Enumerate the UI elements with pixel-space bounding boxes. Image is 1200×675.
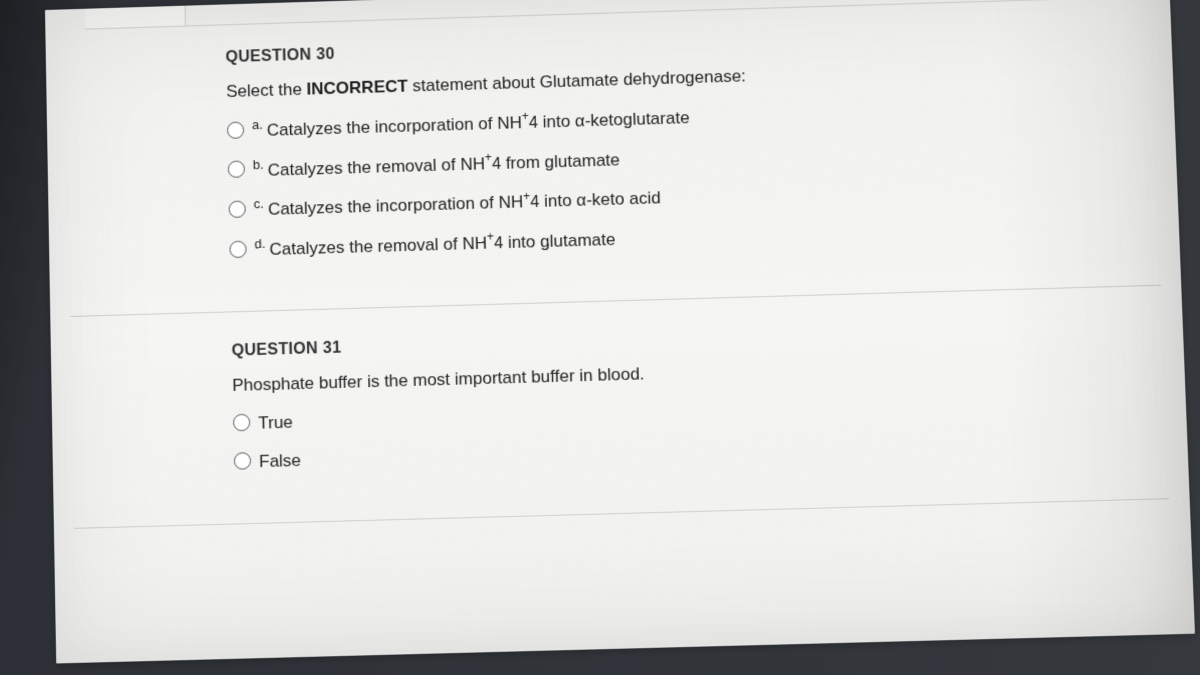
- question-divider: [70, 284, 1161, 316]
- question-30-block: QUESTION 30 Select the INCORRECT stateme…: [225, 21, 1159, 261]
- radio-icon[interactable]: [233, 413, 250, 431]
- q31-option-false[interactable]: False: [234, 424, 1168, 472]
- monitor-photo-frame: QUESTION 30 Select the INCORRECT stateme…: [0, 0, 1200, 675]
- q30-prompt-prefix: Select the: [226, 80, 307, 101]
- q30-option-c-text: c.Catalyzes the incorporation of NH+4 in…: [253, 184, 660, 220]
- q30-b-sup: +: [485, 150, 492, 164]
- q31-true-label: True: [258, 412, 293, 433]
- quiz-page: QUESTION 30 Select the INCORRECT stateme…: [45, 0, 1195, 663]
- q30-d-pre: Catalyzes the removal of NH: [269, 233, 487, 258]
- q30-a-sup: +: [522, 109, 529, 123]
- q30-c-post: into α-keto acid: [539, 188, 661, 211]
- question-divider: [74, 498, 1169, 529]
- q30-option-b-text: b.Catalyzes the removal of NH+4 from glu…: [253, 146, 620, 181]
- q30-a-pre: Catalyzes the incorporation of NH: [267, 113, 522, 140]
- content-area: QUESTION 30 Select the INCORRECT stateme…: [45, 0, 1190, 529]
- q31-false-label: False: [259, 450, 301, 471]
- q30-c-pre: Catalyzes the incorporation of NH: [268, 192, 524, 219]
- q30-d-letter: d.: [254, 236, 265, 251]
- q30-c-sup: +: [523, 189, 530, 203]
- radio-icon[interactable]: [228, 200, 245, 218]
- q30-c-letter: c.: [253, 196, 263, 211]
- q30-prompt-strong: INCORRECT: [306, 77, 408, 99]
- q30-a-letter: a.: [252, 117, 263, 132]
- radio-icon[interactable]: [228, 161, 245, 179]
- q30-b-letter: b.: [253, 156, 264, 171]
- q30-a-sub: 4: [529, 113, 539, 131]
- radio-icon[interactable]: [234, 452, 251, 470]
- q30-d-post: into glutamate: [503, 229, 616, 251]
- q30-a-post: into α-ketoglutarate: [538, 108, 690, 132]
- q30-option-d[interactable]: d.Catalyzes the removal of NH+4 into glu…: [229, 210, 1159, 261]
- q30-b-pre: Catalyzes the removal of NH: [268, 154, 486, 179]
- q30-option-d-text: d.Catalyzes the removal of NH+4 into glu…: [254, 226, 615, 260]
- q30-option-a-text: a. Catalyzes the incorporation of NH+4 in…: [252, 104, 690, 141]
- radio-icon[interactable]: [227, 121, 244, 138]
- q30-d-sup: +: [487, 230, 494, 244]
- radio-icon[interactable]: [229, 240, 246, 258]
- q30-prompt-suffix: statement about Glutamate dehydrogenase:: [408, 66, 747, 95]
- question-31-block: QUESTION 31 Phosphate buffer is the most…: [231, 316, 1167, 473]
- q30-b-post: from glutamate: [501, 150, 620, 173]
